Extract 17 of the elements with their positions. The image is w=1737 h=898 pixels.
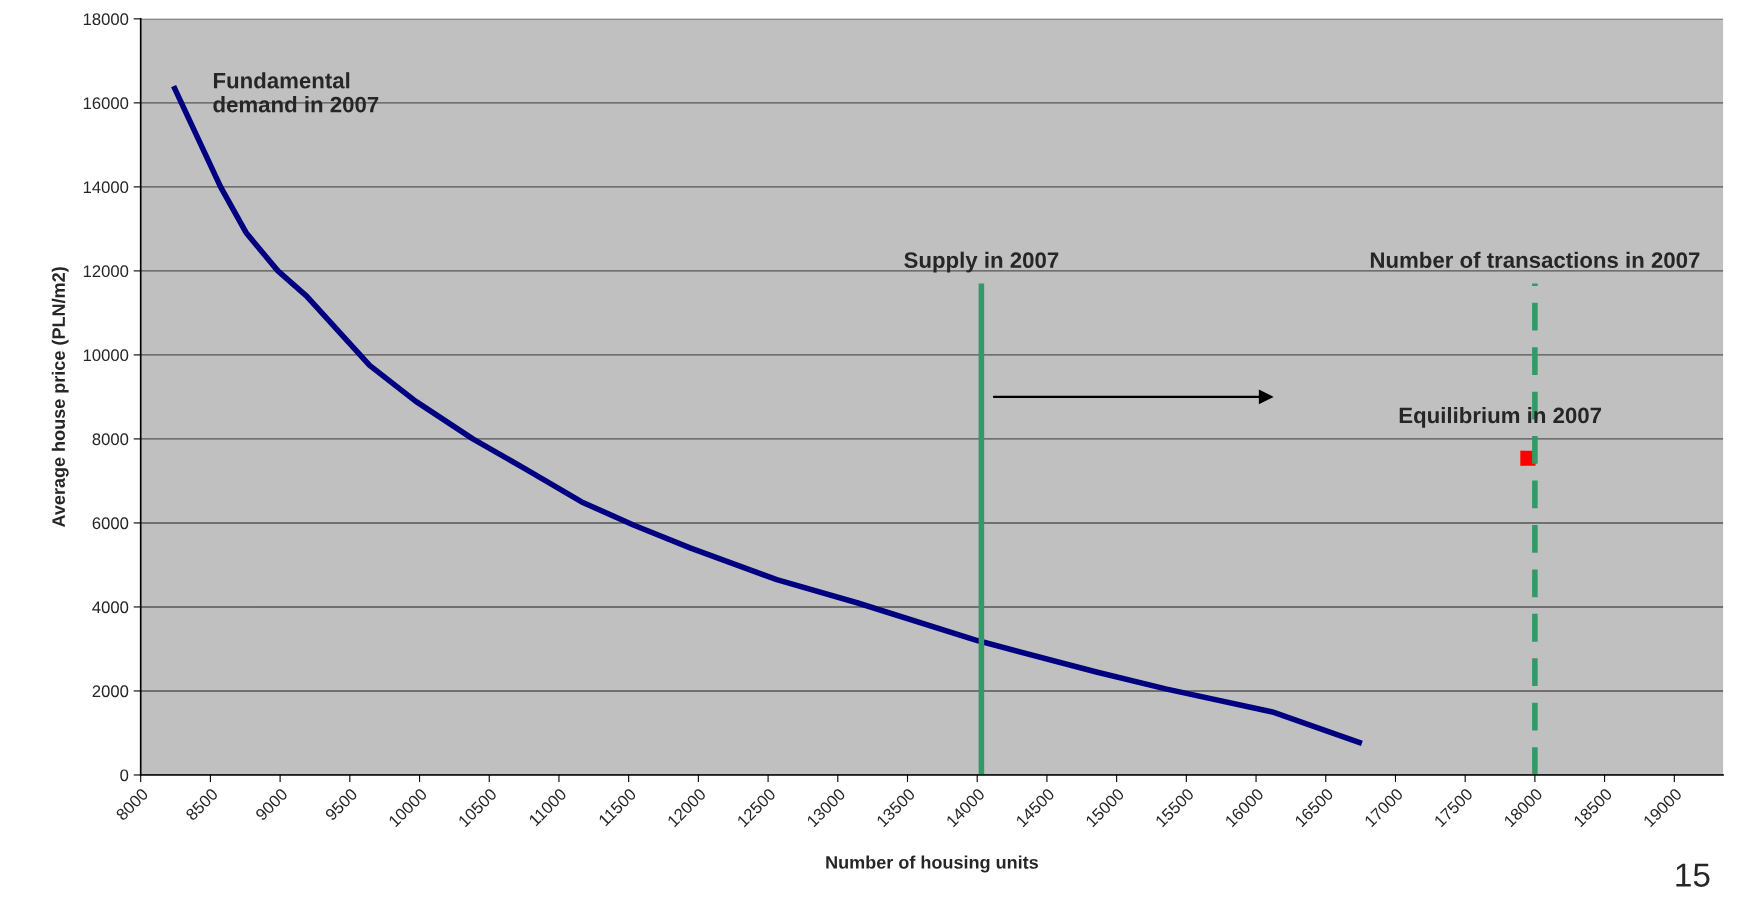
y-tick-label: 4000: [92, 601, 129, 614]
y-tick-label: 6000: [92, 517, 129, 530]
series-label: Supply in 2007: [904, 251, 1059, 273]
series-label: Fundamental demand in 2007: [213, 72, 379, 113]
y-tick-label: 8000: [92, 433, 129, 446]
y-tick-label: 16000: [83, 97, 129, 110]
text: 15: [1676, 863, 1710, 887]
y-tick-label: 2000: [92, 685, 129, 698]
y-tick-label: 18000: [83, 13, 129, 26]
y-tick-label: 0: [120, 769, 129, 782]
y-tick-label: 12000: [83, 265, 129, 278]
y-axis-title: Average house price (PLN/m2): [51, 267, 69, 528]
series-label: Number of transactions in 2007: [1370, 251, 1700, 268]
series-label: Equilibrium in 2007: [1399, 406, 1602, 428]
y-tick-label: 10000: [83, 349, 129, 362]
y-tick-label: 14000: [83, 181, 129, 194]
x-axis-title: Number of housing units: [826, 855, 1038, 873]
